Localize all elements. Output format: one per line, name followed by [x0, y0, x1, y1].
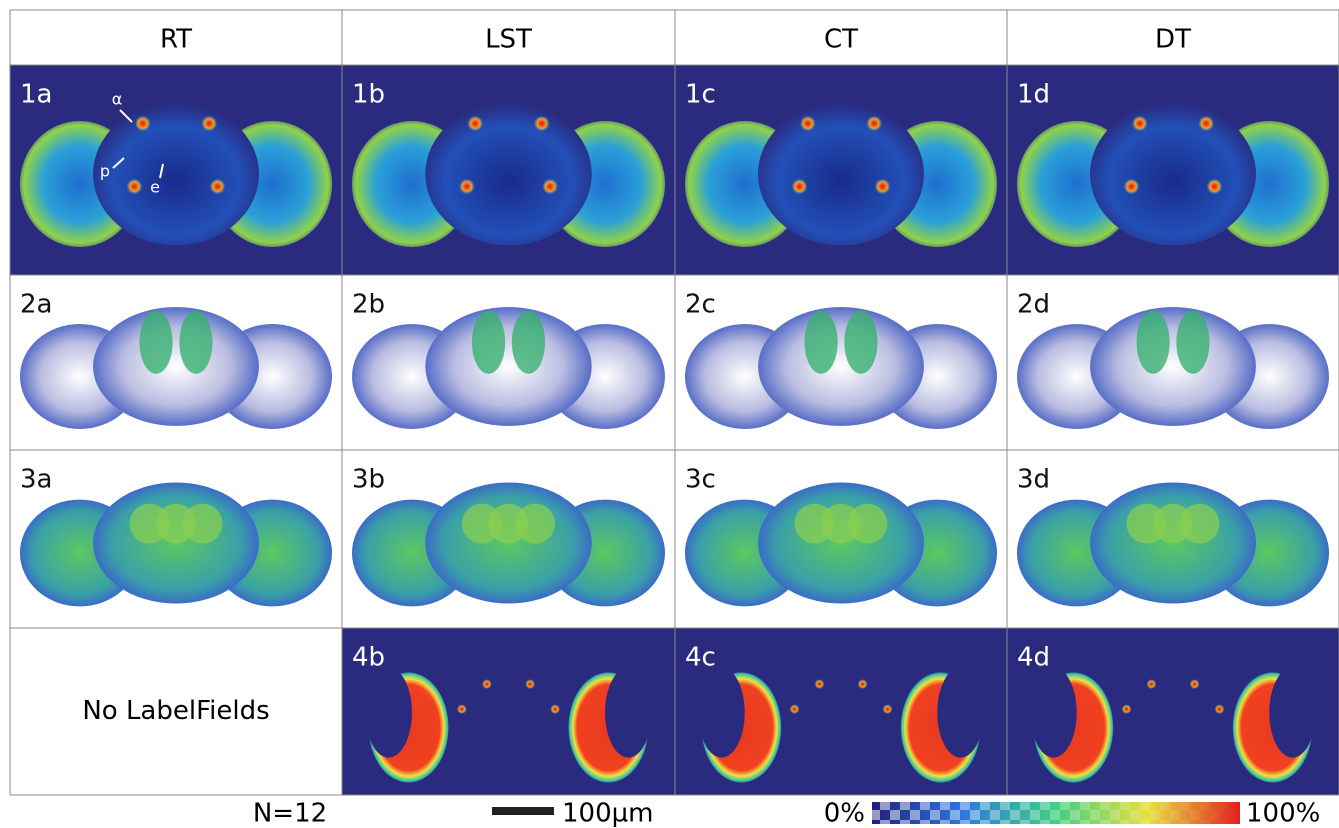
lobule: [1179, 503, 1220, 544]
spot: [209, 178, 226, 195]
spot: [1146, 679, 1157, 690]
column-header: LST: [485, 25, 532, 55]
column-header: RT: [160, 25, 192, 55]
spot: [791, 178, 808, 195]
spot: [882, 704, 893, 715]
spot: [126, 178, 143, 195]
spot: [456, 704, 467, 715]
sample-size: N=12: [253, 799, 327, 828]
panel-label: 2d: [1017, 290, 1050, 320]
spot: [874, 178, 891, 195]
central-brain: [758, 102, 924, 246]
lobule: [847, 503, 888, 544]
mushroom-body: [471, 310, 506, 374]
spot: [201, 115, 218, 132]
spot: [1206, 178, 1223, 195]
annotation-arrow: [112, 157, 125, 169]
spot: [799, 115, 816, 132]
grid-frame: [9, 9, 1339, 796]
scale-label: 100µm: [562, 799, 654, 828]
spot: [1189, 679, 1200, 690]
panel-label: 2c: [685, 290, 716, 320]
panel-label: 3c: [685, 465, 716, 495]
spot: [134, 115, 151, 132]
scale-bar: [492, 807, 554, 815]
spot: [481, 679, 492, 690]
spot: [533, 115, 550, 132]
spot: [1121, 704, 1132, 715]
mushroom-body: [1176, 310, 1210, 374]
lobe-cut: [1030, 667, 1077, 758]
panel-label: 4b: [352, 643, 385, 673]
annotation: e: [150, 178, 160, 197]
spot: [458, 178, 475, 195]
panel-label: 1c: [685, 80, 716, 110]
lobule: [182, 503, 223, 544]
panel-label: 1a: [20, 80, 52, 110]
lobule: [515, 503, 556, 544]
panel-label: 1b: [352, 80, 385, 110]
spot: [525, 679, 536, 690]
panel-label: 3d: [1017, 465, 1050, 495]
colorbar-max: 100%: [1246, 799, 1320, 828]
lobe-cut: [605, 667, 652, 758]
colorbar-checker: [872, 802, 1240, 824]
mushroom-body: [804, 310, 838, 374]
panel-label: 3b: [352, 465, 385, 495]
spot: [1198, 115, 1215, 132]
lobe-cut: [365, 667, 412, 758]
spot: [1214, 704, 1225, 715]
mushroom-body: [844, 310, 878, 374]
lobe-cut: [937, 667, 984, 758]
panel-label: 1d: [1017, 80, 1050, 110]
colorbar-min: 0%: [824, 799, 865, 828]
central-brain: [425, 307, 592, 426]
column-header: CT: [824, 25, 858, 55]
annotation-arrow: [119, 109, 133, 123]
central-brain: [1090, 307, 1256, 426]
mushroom-body: [179, 310, 213, 374]
central-brain: [93, 102, 259, 246]
lobe-cut: [1269, 667, 1316, 758]
spot: [467, 115, 484, 132]
spot: [542, 178, 559, 195]
spot: [1131, 115, 1148, 132]
spot: [866, 115, 883, 132]
spot: [1123, 178, 1140, 195]
panel-label: 3a: [20, 465, 52, 495]
central-brain: [93, 307, 259, 426]
mushroom-body: [1136, 310, 1170, 374]
lobe-cut: [698, 667, 745, 758]
spot: [814, 679, 825, 690]
central-brain: [425, 102, 592, 246]
annotation: p: [100, 162, 110, 181]
mushroom-body: [511, 310, 546, 374]
central-brain: [758, 307, 924, 426]
central-brain: [1090, 102, 1256, 246]
panel-label: 2a: [20, 290, 52, 320]
spot: [550, 704, 561, 715]
column-header: DT: [1155, 25, 1191, 55]
spot: [789, 704, 800, 715]
annotation: α: [112, 90, 123, 109]
panel-label: 4d: [1017, 643, 1050, 673]
mushroom-body: [139, 310, 173, 374]
panel-label: 2b: [352, 290, 385, 320]
annotation-arrow: [159, 163, 164, 179]
panel-label: 4c: [685, 643, 716, 673]
spot: [857, 679, 868, 690]
panel-note: No LabelFields: [82, 696, 269, 726]
